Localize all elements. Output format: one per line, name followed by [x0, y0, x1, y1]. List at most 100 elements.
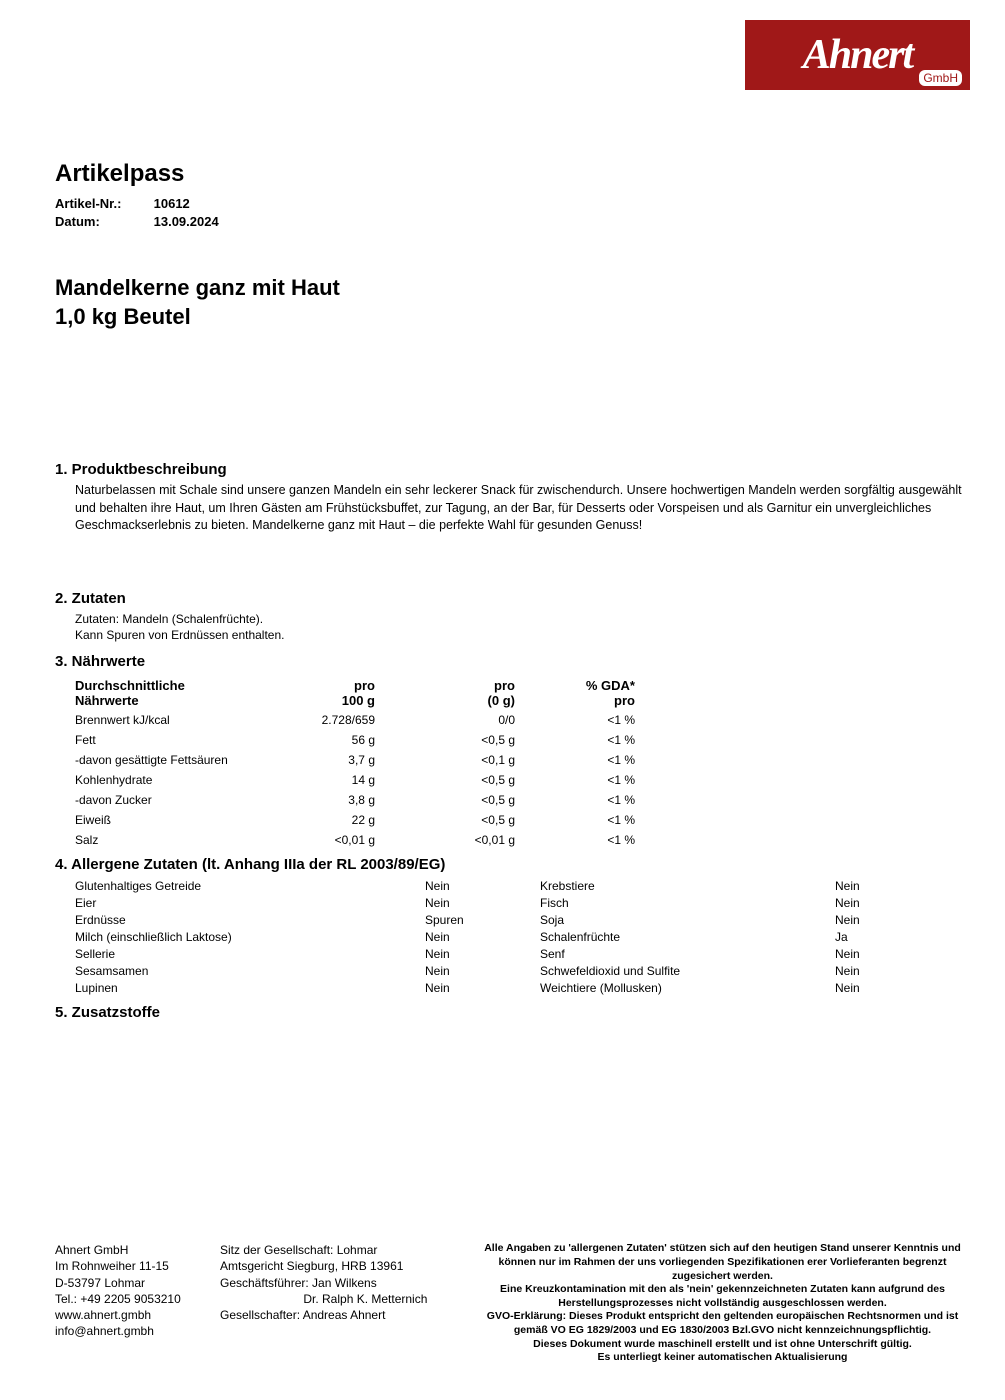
- table-row: Salz<0,01 g<0,01 g<1 %: [75, 830, 665, 850]
- datum-label: Datum:: [55, 214, 150, 229]
- allergen-row: SesamsamenNeinSchwefeldioxid und Sulfite…: [75, 962, 965, 979]
- allergen-name: Schalenfrüchte: [540, 930, 835, 944]
- company-logo: Ahnert GmbH: [745, 20, 970, 90]
- footer-company: Ahnert GmbH: [55, 1242, 220, 1258]
- th-gda: % GDA* pro: [545, 676, 665, 710]
- nutr-perserv: <0,01 g: [415, 830, 545, 850]
- footer-city: D-53797 Lohmar: [55, 1275, 220, 1291]
- footer-col2: Sitz der Gesellschaft: Lohmar Amtsgerich…: [220, 1242, 475, 1365]
- footer-col1: Ahnert GmbH Im Rohnweiher 11-15 D-53797 …: [55, 1242, 220, 1365]
- th-label: Durchschnittliche Nährwerte: [75, 676, 285, 710]
- table-row: Brennwert kJ/kcal2.728/6590/0<1 %: [75, 710, 665, 730]
- table-row: Kohlenhydrate14 g<0,5 g<1 %: [75, 770, 665, 790]
- footer-gf2: Dr. Ralph K. Metternich: [220, 1291, 475, 1307]
- product-title-line1: Mandelkerne ganz mit Haut: [55, 274, 965, 303]
- allergen-value: Nein: [835, 913, 895, 927]
- table-row: -davon Zucker3,8 g<0,5 g<1 %: [75, 790, 665, 810]
- footer-disclaimer1: Alle Angaben zu 'allergenen Zutaten' stü…: [475, 1242, 970, 1283]
- nutr-per100: <0,01 g: [285, 830, 415, 850]
- nutr-perserv: <0,5 g: [415, 810, 545, 830]
- footer-web: www.ahnert.gmbh: [55, 1307, 220, 1323]
- nutr-perserv: <0,5 g: [415, 770, 545, 790]
- th-perserv: pro (0 g): [415, 676, 545, 710]
- section2-heading: 2. Zutaten: [55, 590, 965, 607]
- nutr-gda: <1 %: [545, 790, 665, 810]
- allergen-name: Soja: [540, 913, 835, 927]
- table-row: Eiweiß22 g<0,5 g<1 %: [75, 810, 665, 830]
- footer-disclaimer3: GVO-Erklärung: Dieses Produkt entspricht…: [475, 1310, 970, 1337]
- allergen-value: Nein: [835, 896, 895, 910]
- allergen-row: Glutenhaltiges GetreideNeinKrebstiereNei…: [75, 877, 965, 894]
- allergen-name: Fisch: [540, 896, 835, 910]
- allergen-row: SellerieNeinSenfNein: [75, 945, 965, 962]
- datum-value: 13.09.2024: [154, 214, 219, 229]
- footer: Ahnert GmbH Im Rohnweiher 11-15 D-53797 …: [55, 1242, 970, 1365]
- section1-heading: 1. Produktbeschreibung: [55, 461, 965, 478]
- table-row: Fett56 g<0,5 g<1 %: [75, 730, 665, 750]
- allergen-name: Glutenhaltiges Getreide: [75, 879, 425, 893]
- product-title: Mandelkerne ganz mit Haut 1,0 kg Beutel: [55, 274, 965, 331]
- allergen-value: Nein: [425, 896, 540, 910]
- nutr-perserv: <0,5 g: [415, 730, 545, 750]
- nutr-per100: 22 g: [285, 810, 415, 830]
- nutr-gda: <1 %: [545, 810, 665, 830]
- allergen-value: Nein: [425, 981, 540, 995]
- allergen-value: Nein: [835, 964, 895, 978]
- document-title: Artikelpass: [55, 160, 965, 188]
- allergen-value: Nein: [425, 947, 540, 961]
- allergen-name: Sellerie: [75, 947, 425, 961]
- allergen-value: Nein: [425, 930, 540, 944]
- section5-heading: 5. Zusatzstoffe: [55, 1004, 965, 1021]
- section1-text: Naturbelassen mit Schale sind unsere gan…: [75, 482, 965, 535]
- footer-disclaimer2: Eine Kreuzkontamination mit den als 'nei…: [475, 1283, 970, 1310]
- document-content: Artikelpass Artikel-Nr.: 10612 Datum: 13…: [55, 160, 965, 1025]
- nutr-label: -davon Zucker: [75, 790, 285, 810]
- th-per100: pro 100 g: [285, 676, 415, 710]
- allergen-value: Nein: [425, 879, 540, 893]
- nutr-label: Salz: [75, 830, 285, 850]
- footer-gesellschafter: Gesellschafter: Andreas Ahnert: [220, 1307, 475, 1323]
- allergen-value: Nein: [425, 964, 540, 978]
- footer-tel: Tel.: +49 2205 9053210: [55, 1291, 220, 1307]
- footer-gf1: Geschäftsführer: Jan Wilkens: [220, 1275, 475, 1291]
- section3-heading: 3. Nährwerte: [55, 653, 965, 670]
- nutr-perserv: 0/0: [415, 710, 545, 730]
- nutr-label: -davon gesättigte Fettsäuren: [75, 750, 285, 770]
- section2-line2: Kann Spuren von Erdnüssen enthalten.: [75, 627, 965, 643]
- footer-col3: Alle Angaben zu 'allergenen Zutaten' stü…: [475, 1242, 970, 1365]
- allergen-value: Nein: [835, 879, 895, 893]
- footer-sitz: Sitz der Gesellschaft: Lohmar: [220, 1242, 475, 1258]
- allergen-name: Senf: [540, 947, 835, 961]
- nutr-gda: <1 %: [545, 710, 665, 730]
- nutr-gda: <1 %: [545, 770, 665, 790]
- footer-register: Amtsgericht Siegburg, HRB 13961: [220, 1258, 475, 1274]
- allergen-value: Ja: [835, 930, 895, 944]
- nutr-gda: <1 %: [545, 750, 665, 770]
- allergen-row: ErdnüsseSpurenSojaNein: [75, 911, 965, 928]
- allergen-value: Nein: [835, 947, 895, 961]
- nutr-per100: 3,8 g: [285, 790, 415, 810]
- meta-row-artikel: Artikel-Nr.: 10612: [55, 196, 965, 211]
- allergen-name: Krebstiere: [540, 879, 835, 893]
- table-row: -davon gesättigte Fettsäuren3,7 g<0,1 g<…: [75, 750, 665, 770]
- allergen-name: Schwefeldioxid und Sulfite: [540, 964, 835, 978]
- footer-street: Im Rohnweiher 11-15: [55, 1258, 220, 1274]
- product-title-line2: 1,0 kg Beutel: [55, 303, 965, 332]
- allergen-row: EierNeinFischNein: [75, 894, 965, 911]
- nutr-gda: <1 %: [545, 830, 665, 850]
- allergen-value: Spuren: [425, 913, 540, 927]
- logo-text: Ahnert: [803, 31, 912, 79]
- allergen-row: LupinenNeinWeichtiere (Mollusken)Nein: [75, 979, 965, 996]
- allergen-row: Milch (einschließlich Laktose)NeinSchale…: [75, 928, 965, 945]
- nutr-per100: 3,7 g: [285, 750, 415, 770]
- footer-disclaimer5: Es unterliegt keiner automatischen Aktua…: [475, 1351, 970, 1365]
- artikel-value: 10612: [154, 196, 190, 211]
- nutr-per100: 2.728/659: [285, 710, 415, 730]
- allergen-name: Eier: [75, 896, 425, 910]
- nutrition-table: Durchschnittliche Nährwerte pro 100 g pr…: [75, 676, 665, 850]
- footer-email: info@ahnert.gmbh: [55, 1323, 220, 1339]
- allergen-name: Lupinen: [75, 981, 425, 995]
- allergen-name: Milch (einschließlich Laktose): [75, 930, 425, 944]
- nutr-perserv: <0,5 g: [415, 790, 545, 810]
- section4-heading: 4. Allergene Zutaten (lt. Anhang IIIa de…: [55, 856, 965, 873]
